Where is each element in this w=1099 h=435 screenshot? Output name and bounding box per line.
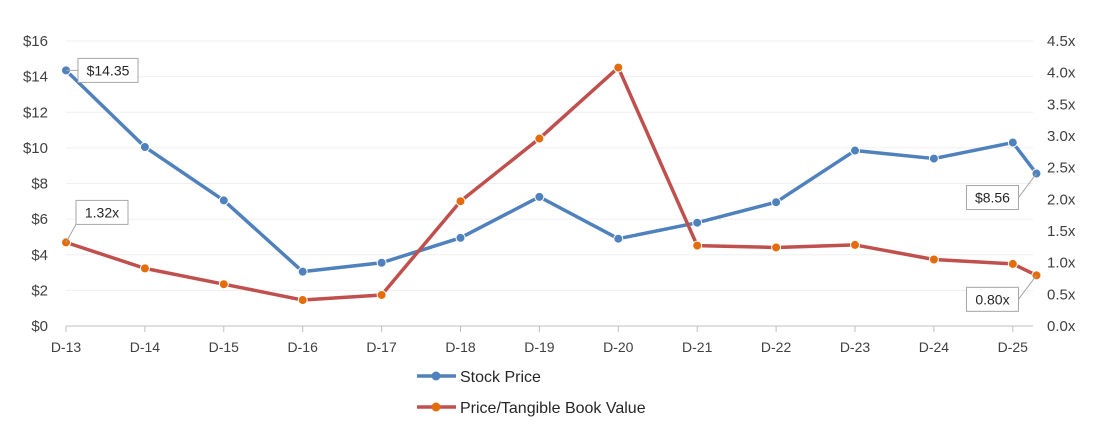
callout-label: 1.32x	[85, 204, 119, 220]
category-label: D-15	[209, 339, 240, 355]
left-tick-label: $8	[31, 176, 48, 193]
category-label: D-14	[130, 339, 161, 355]
right-tick-label: 2.5x	[1047, 160, 1076, 177]
category-label: D-18	[445, 339, 476, 355]
series-marker	[613, 233, 624, 244]
right-tick-label: 0.0x	[1047, 318, 1076, 335]
legend: Stock Price Price/Tangible Book Value	[417, 369, 646, 417]
legend-swatch-marker	[431, 371, 441, 381]
category-label: D-16	[288, 339, 319, 355]
series-marker	[771, 242, 782, 253]
callout-box	[77, 57, 139, 83]
category-label: D-13	[51, 339, 82, 355]
series-marker	[376, 289, 387, 300]
series-marker	[613, 62, 624, 73]
category-label: D-17	[366, 339, 397, 355]
legend-swatch-marker	[431, 402, 441, 412]
right-tick-label: 0.5x	[1047, 286, 1076, 303]
left-tick-label: $12	[23, 104, 48, 121]
series-marker	[850, 239, 860, 250]
series-marker	[692, 217, 703, 228]
left-tick-label: $10	[23, 140, 48, 157]
series-marker	[771, 197, 782, 208]
right-tick-label: 3.0x	[1047, 128, 1076, 145]
series-marker	[218, 279, 229, 290]
series-marker	[534, 191, 545, 202]
series-marker	[534, 133, 545, 144]
left-tick-label: $14	[23, 69, 48, 86]
series-marker	[1007, 258, 1018, 269]
series-marker	[297, 266, 308, 277]
right-tick-label: 1.5x	[1047, 223, 1076, 240]
left-tick-label: $6	[31, 211, 48, 228]
series-marker	[139, 263, 150, 274]
left-tick-label: $2	[31, 282, 48, 299]
series-marker	[297, 295, 308, 306]
series-marker	[692, 240, 703, 251]
legend-label: Price/Tangible Book Value	[460, 400, 646, 417]
left-axis-ticks: $0 $2 $4 $6 $8 $10 $12 $14 $16	[23, 33, 48, 335]
category-label: D-25	[998, 339, 1029, 355]
right-tick-label: 3.5x	[1047, 96, 1076, 113]
callout-label: $8.56	[975, 190, 1010, 206]
category-label: D-22	[761, 339, 792, 355]
callout-label: 0.80x	[975, 291, 1009, 307]
series-marker	[928, 254, 939, 265]
category-label: D-19	[524, 339, 555, 355]
right-tick-label: 2.0x	[1047, 191, 1076, 208]
category-axis-ticks: D-13 D-14 D-15 D-16 D-17 D-18 D-19 D-20 D-21 D-22…	[51, 326, 1028, 355]
category-label: D-23	[840, 339, 871, 355]
callout-label: $14.35	[87, 62, 130, 78]
series-marker	[455, 196, 466, 207]
series-marker	[218, 195, 229, 206]
series-marker	[928, 153, 939, 164]
series-marker	[850, 145, 860, 156]
left-tick-label: $16	[23, 33, 48, 50]
left-tick-label: $4	[31, 247, 48, 264]
callout-box	[965, 185, 1019, 211]
category-label: D-20	[603, 339, 634, 355]
gridlines	[66, 40, 1033, 291]
callout-leader	[1018, 173, 1037, 198]
series-lines	[61, 62, 1042, 306]
callout-leader	[1018, 275, 1037, 300]
data-callouts: $14.35 $8.56 1.32x 0.80x	[65, 57, 1037, 312]
callout-box	[75, 199, 129, 225]
series-marker	[455, 232, 466, 243]
series-line	[64, 65, 1039, 302]
series-marker	[376, 257, 387, 268]
series-line	[64, 68, 1039, 274]
category-label: D-21	[682, 339, 713, 355]
right-tick-label: 1.0x	[1047, 255, 1076, 272]
right-axis-ticks: 0.0x 0.5x 1.0x 1.5x 2.0x 2.5x 3.0x 3.5x 4.0x 4.5x	[1047, 33, 1076, 335]
series-marker	[1007, 137, 1018, 148]
left-tick-label: $0	[31, 318, 48, 335]
callout-leader	[65, 224, 77, 243]
right-tick-label: 4.5x	[1047, 33, 1076, 50]
right-tick-label: 4.0x	[1047, 65, 1076, 82]
category-label: D-24	[919, 339, 950, 355]
callout-box	[965, 286, 1019, 312]
legend-label: Stock Price	[460, 369, 541, 386]
series-marker	[139, 141, 150, 152]
